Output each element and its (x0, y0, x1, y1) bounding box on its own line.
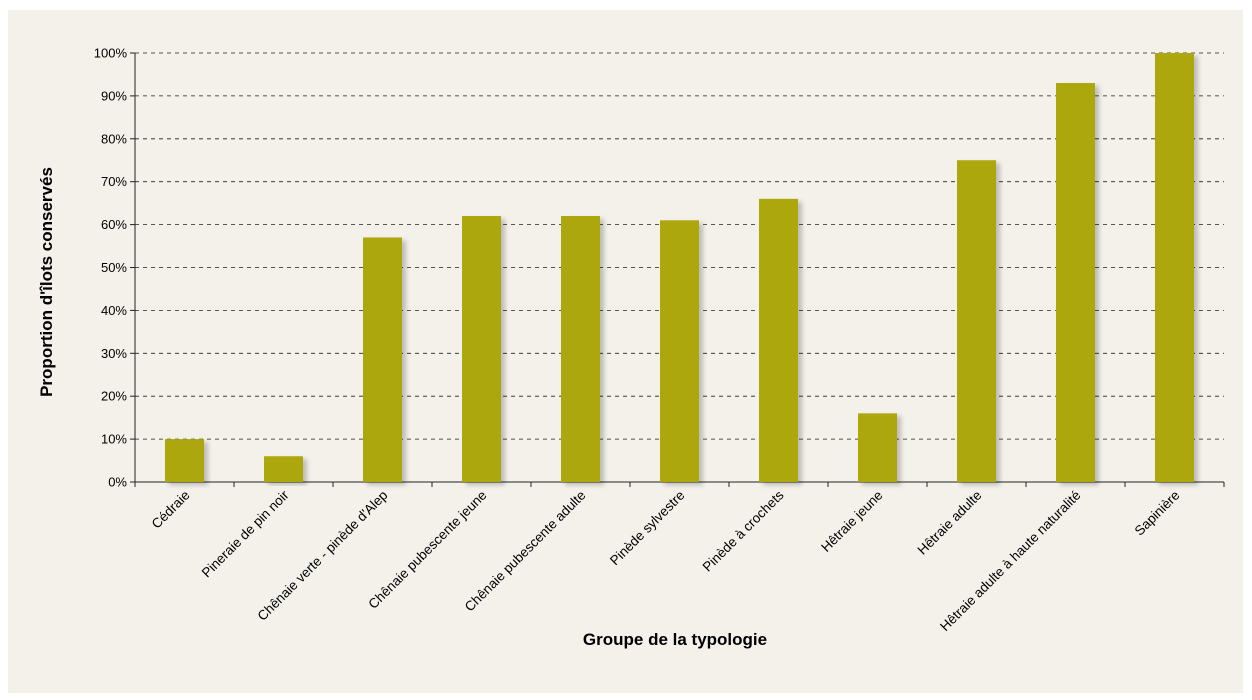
bar (1056, 83, 1095, 482)
y-tick-label: 60% (101, 217, 127, 232)
bar (759, 198, 798, 483)
x-tick-label: Sapinière (1132, 488, 1183, 539)
bar (1155, 53, 1194, 482)
y-axis-title: Proportion d'îlots conservés (37, 167, 56, 397)
x-tick-label: Pinède sylvestre (607, 488, 688, 569)
bars (165, 53, 1194, 483)
bar (462, 216, 501, 482)
x-tick-label: Cédraie (149, 488, 193, 532)
bar (858, 413, 897, 482)
y-tick-labels: 0% 10% 20% 30% 40% 50% 60% 70% 80% 90% 100% (94, 46, 128, 490)
y-tick-label: 20% (101, 389, 127, 404)
x-tick-label: Pinède à crochets (700, 487, 787, 574)
chart-panel: 0% 10% 20% 30% 40% 50% 60% 70% 80% 90% 100% Cédrai… (8, 10, 1243, 693)
y-tick-label: 70% (101, 174, 127, 189)
y-tick-label: 50% (101, 260, 127, 275)
bar (165, 439, 204, 482)
x-tick-label: Hêtraie adulte (915, 488, 985, 558)
bar (561, 216, 600, 482)
bar (264, 456, 303, 482)
x-tick-label: Hêtraie jeune (818, 488, 885, 555)
bar (363, 237, 402, 482)
y-tick-label: 0% (108, 475, 127, 490)
bar (957, 160, 996, 482)
bar-chart: 0% 10% 20% 30% 40% 50% 60% 70% 80% 90% 100% Cédrai… (37, 46, 1225, 649)
y-tick-label: 90% (101, 88, 127, 103)
y-tick-label: 80% (101, 131, 127, 146)
y-tick-label: 40% (101, 303, 127, 318)
y-tick-label: 100% (94, 46, 128, 61)
y-tick-label: 10% (101, 432, 127, 447)
x-tick-label: Chênaie pubescente jeune (365, 488, 489, 612)
x-axis-title: Groupe de la typologie (583, 630, 767, 649)
bar (660, 220, 699, 482)
x-tick-label: Pineraie de pin noir (199, 487, 292, 580)
y-tick-label: 30% (101, 346, 127, 361)
